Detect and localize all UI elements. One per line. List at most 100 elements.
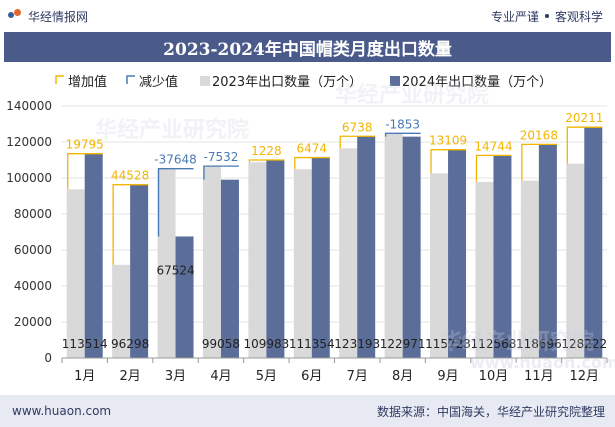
increase-bracket (339, 135, 376, 149)
watermark-text: 华经产业研究院 (95, 117, 249, 143)
value-label-2024: 99058 (202, 337, 240, 351)
chart-bars (66, 126, 603, 358)
bar-2024 (584, 127, 603, 358)
x-tick-label: 9月 (437, 369, 458, 384)
bar-2024 (493, 155, 512, 358)
x-tick-label: 7月 (347, 369, 368, 384)
brand: 华经情报网 (8, 8, 88, 25)
bar-2023 (475, 181, 494, 358)
change-label: -1853 (385, 117, 420, 131)
x-tick-label: 11月 (524, 369, 554, 384)
y-tick-label: 140000 (6, 99, 52, 113)
watermark-text: 华经产业研究院 (335, 82, 489, 108)
bar-2024 (220, 179, 239, 358)
value-label-2024: 128222 (561, 337, 607, 351)
bar-2023 (430, 173, 449, 358)
increase-bracket (475, 154, 512, 182)
bar-2023 (293, 169, 312, 358)
tag-rigorous: 专业严谨 (490, 9, 539, 24)
tag-objective: 客观科学 (554, 9, 603, 24)
bar-2023 (202, 166, 221, 358)
x-tick-label: 12月 (570, 369, 600, 384)
y-tick-label: 40000 (14, 279, 52, 293)
bar-2024 (448, 149, 467, 358)
value-label-2024: 96298 (111, 337, 149, 351)
legend-label: 增加值 (68, 74, 107, 90)
legend-swatch-2023 (200, 76, 210, 86)
dot-separator-icon (544, 14, 549, 18)
decrease-bracket (203, 165, 239, 180)
watermark-text: 华经产业研究院 (440, 329, 594, 355)
bar-2024 (357, 136, 376, 358)
top-bar: 华经情报网 专业严谨 客观科学 (0, 0, 615, 32)
legend-label: 2024年出口数量（万个） (402, 75, 552, 90)
bar-2023 (112, 264, 131, 358)
legend-swatch-increase (55, 75, 64, 84)
y-tick-label: 20000 (14, 315, 52, 329)
y-tick-label: 120000 (6, 135, 52, 149)
x-tick-label: 4月 (210, 369, 231, 384)
title-bar: 2023-2024年中国帽类月度出口数量 (4, 32, 611, 62)
value-label-2024: 123193 (334, 337, 380, 351)
value-label-2024: 115723 (425, 337, 471, 351)
decrease-bracket (384, 132, 421, 137)
bar-2023 (157, 168, 176, 358)
footer: www.huaon.com 数据来源：中国海关，华经产业研究院整理 (0, 395, 615, 427)
chart-labels: 19795 113514 1月 44528 96298 2月 -37648 67524 3月 -7… (61, 111, 607, 384)
brand-name: 华经情报网 (28, 9, 89, 24)
bar-2024 (266, 160, 285, 358)
change-label: 13109 (429, 134, 467, 148)
bar-2023 (384, 133, 403, 358)
change-label: 1228 (251, 144, 282, 158)
change-label: -37648 (154, 153, 197, 167)
bar-2023 (66, 189, 85, 358)
y-tick-label: 80000 (14, 207, 52, 221)
value-label-2024: 67524 (156, 263, 194, 277)
increase-bracket (294, 156, 330, 170)
bar-2023 (566, 163, 585, 358)
change-label: 6474 (297, 142, 328, 156)
x-tick-label: 3月 (165, 369, 186, 384)
x-tick-label: 6月 (301, 369, 322, 384)
legend-swatch-2024 (390, 76, 400, 86)
chart-legend: 增加值 减少值 2023年出口数量（万个） 2024年出口数量（万个） (55, 74, 552, 90)
value-label-2024: 111354 (289, 337, 335, 351)
change-label: 44528 (111, 169, 149, 183)
bar-2024 (538, 144, 557, 358)
bar-2024 (311, 157, 330, 358)
chart-title: 2023-2024年中国帽类月度出口数量 (163, 39, 452, 60)
increase-bracket (430, 149, 467, 174)
x-tick-label: 8月 (392, 369, 413, 384)
bar-2024 (175, 236, 194, 358)
bar-2024 (402, 136, 421, 358)
bar-2024 (84, 153, 103, 358)
bar-2024 (130, 184, 149, 358)
change-label: 14744 (474, 139, 512, 153)
tagline: 专业严谨 客观科学 (491, 8, 603, 25)
legend-swatch-decrease (126, 75, 135, 84)
watermark-url: www.huaon.com (470, 353, 615, 372)
value-label-2024: 118696 (516, 337, 562, 351)
brand-logo-icon (8, 9, 22, 23)
x-tick-label: 10月 (479, 369, 509, 384)
change-label: 20211 (565, 111, 603, 125)
change-label: -7532 (204, 150, 239, 164)
value-label-2024: 113514 (62, 337, 108, 351)
bar-2023 (520, 180, 539, 358)
decrease-bracket (157, 168, 194, 237)
footer-url[interactable]: www.huaon.com (12, 404, 112, 418)
increase-bracket (248, 159, 285, 163)
change-label: 6738 (342, 120, 373, 134)
x-tick-label: 5月 (256, 369, 277, 384)
data-source: 数据来源：中国海关，华经产业研究院整理 (376, 404, 605, 419)
change-label: 20168 (520, 128, 558, 142)
chart-axes (62, 357, 608, 363)
increase-bracket (566, 126, 603, 164)
value-label-2024: 112568 (471, 337, 517, 351)
x-tick-label: 2月 (119, 369, 140, 384)
legend-label: 2023年出口数量（万个） (212, 75, 362, 90)
legend-label: 减少值 (139, 74, 178, 90)
change-label: 19795 (66, 138, 104, 152)
increase-bracket (112, 184, 149, 265)
